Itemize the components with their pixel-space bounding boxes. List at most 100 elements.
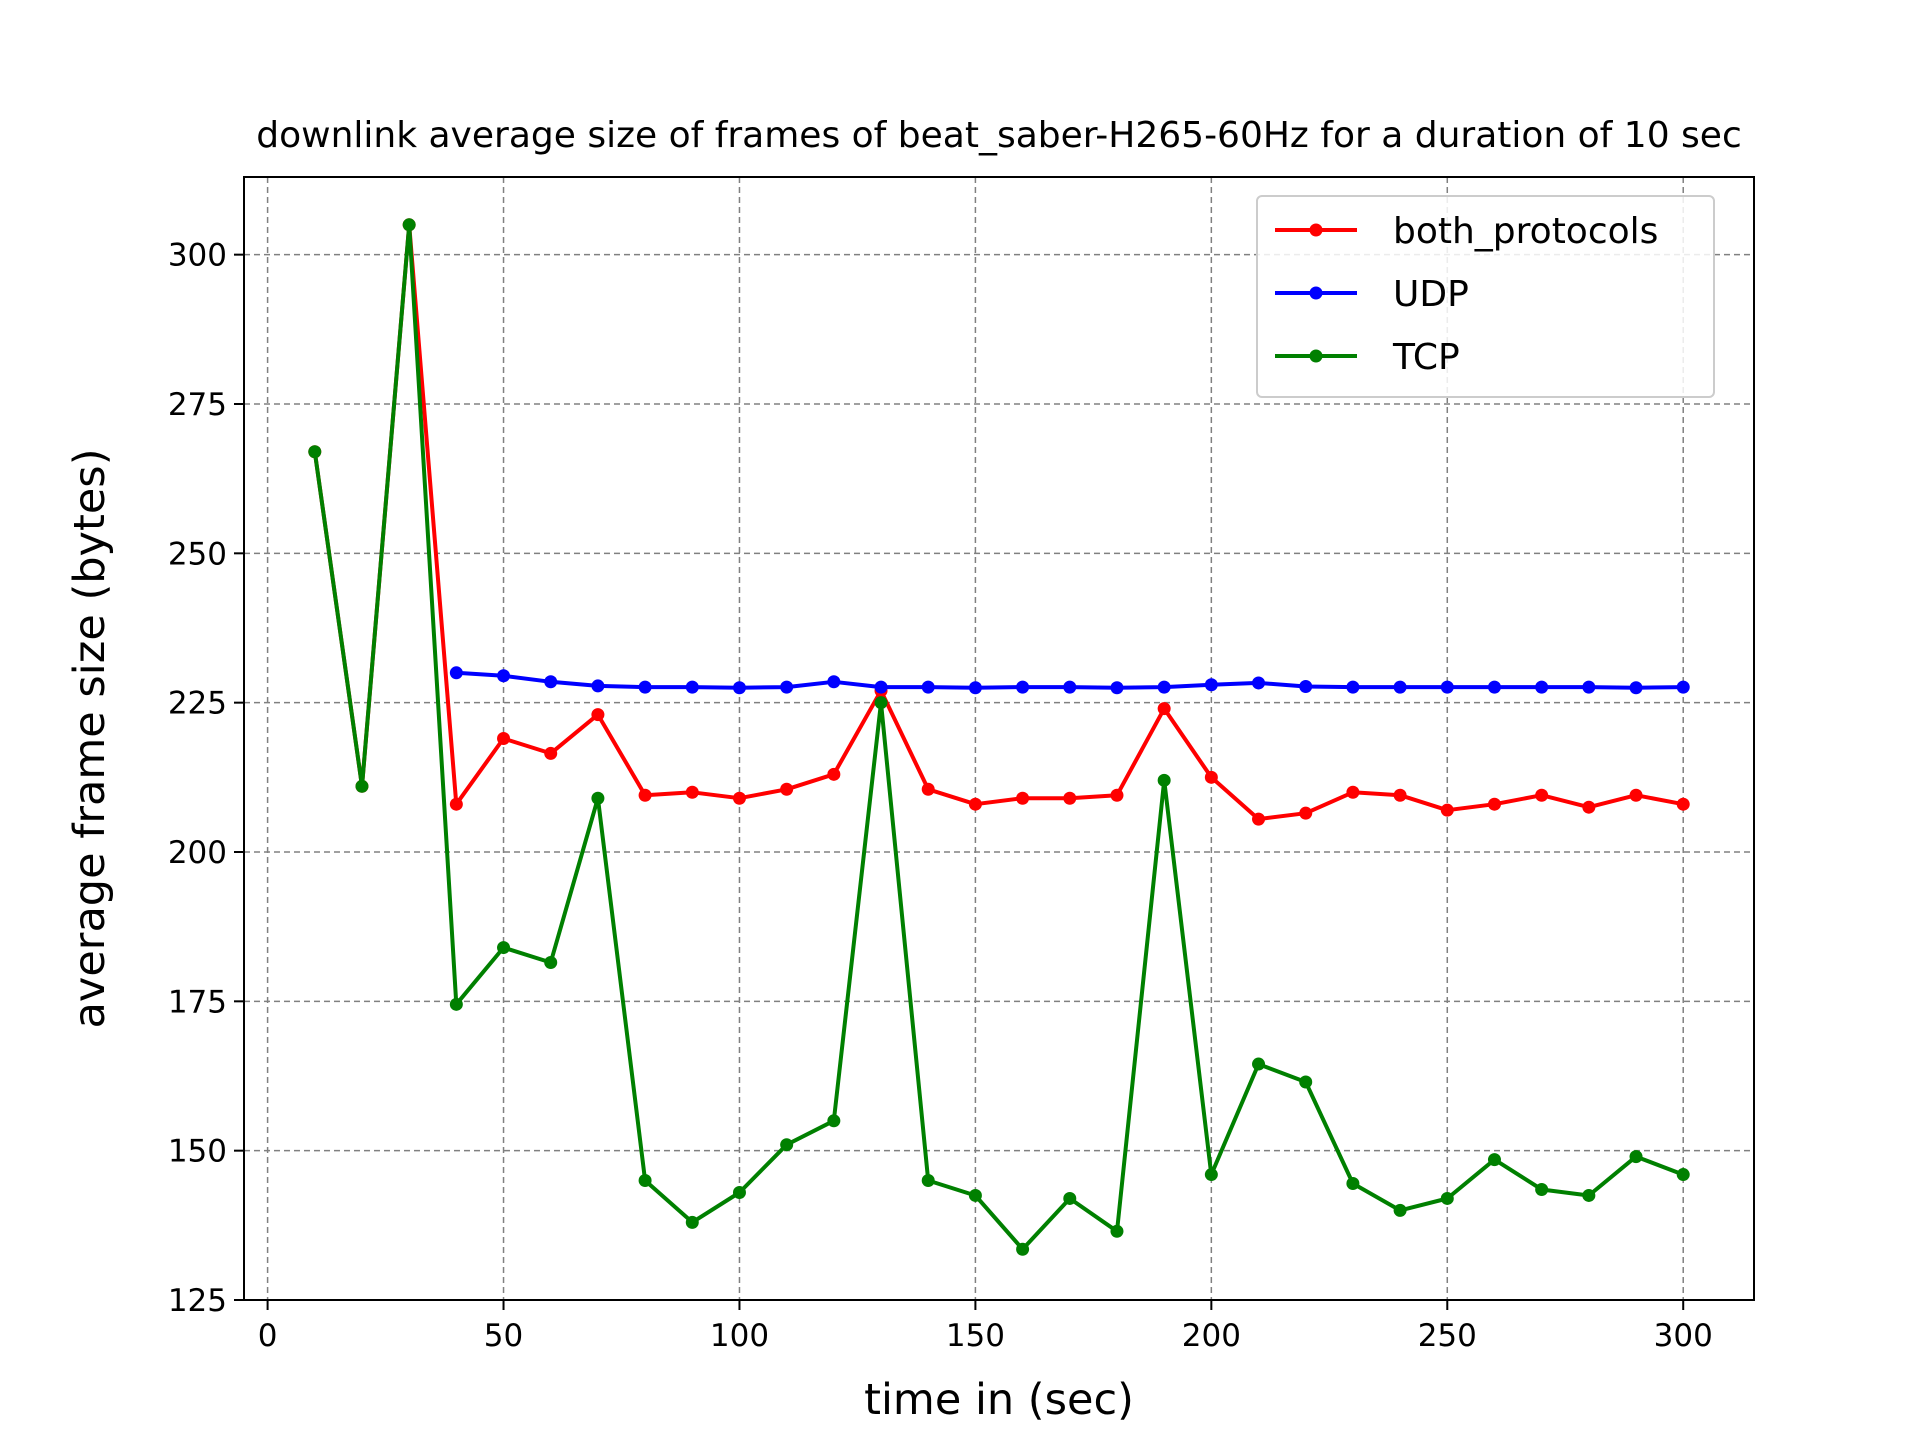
data-point-tcp — [449, 997, 463, 1011]
data-point-both-protocols — [1016, 791, 1030, 805]
data-point-tcp — [1535, 1182, 1549, 1196]
x-tick-label: 150 — [946, 1318, 1005, 1354]
data-point-udp — [1440, 680, 1454, 694]
data-point-tcp — [732, 1185, 746, 1199]
data-point-udp — [1204, 678, 1218, 692]
data-point-both-protocols — [1299, 806, 1313, 820]
series-lines — [308, 218, 1690, 1256]
x-tick-label: 100 — [710, 1318, 769, 1354]
data-point-udp — [1393, 680, 1407, 694]
data-point-both-protocols — [1110, 788, 1124, 802]
data-point-tcp — [827, 1114, 841, 1128]
data-point-udp — [685, 680, 699, 694]
axis-ticks: 0 50 100 150 200 250 300 125 150 175 200 225 250 275 3… — [168, 238, 1713, 1354]
data-point-tcp — [1063, 1191, 1077, 1205]
data-point-udp — [1535, 680, 1549, 694]
legend-marker-tcp — [1309, 349, 1323, 363]
data-point-udp — [1110, 681, 1124, 695]
x-tick-label: 300 — [1654, 1318, 1713, 1354]
data-point-both-protocols — [921, 782, 935, 796]
data-point-udp — [1016, 680, 1030, 694]
data-point-tcp — [1629, 1150, 1643, 1164]
legend: both_protocols UDP TCP — [1256, 195, 1715, 398]
data-point-tcp — [1393, 1203, 1407, 1217]
data-point-both-protocols — [638, 788, 652, 802]
data-point-udp — [1676, 680, 1690, 694]
data-point-tcp — [1440, 1191, 1454, 1205]
data-point-tcp — [1676, 1168, 1690, 1182]
data-point-udp — [544, 675, 558, 689]
data-point-both-protocols — [1487, 797, 1501, 811]
y-tick-label: 225 — [168, 686, 227, 722]
data-point-udp — [591, 679, 605, 693]
data-point-tcp — [544, 956, 558, 970]
data-point-tcp — [921, 1174, 935, 1188]
data-point-tcp — [1016, 1242, 1030, 1256]
data-point-tcp — [591, 791, 605, 805]
data-point-udp — [1346, 680, 1360, 694]
data-point-udp — [638, 680, 652, 694]
data-point-tcp — [497, 941, 511, 955]
legend-box — [1256, 195, 1715, 398]
data-point-both-protocols — [968, 797, 982, 811]
data-point-tcp — [968, 1188, 982, 1202]
data-point-both-protocols — [1582, 800, 1596, 814]
data-point-tcp — [780, 1138, 794, 1152]
y-axis-title: average frame size (bytes) — [65, 449, 115, 1029]
data-point-udp — [874, 680, 888, 694]
data-point-udp — [827, 675, 841, 689]
data-point-both-protocols — [449, 797, 463, 811]
data-point-both-protocols — [1676, 797, 1690, 811]
x-tick-label: 250 — [1418, 1318, 1477, 1354]
series-both-protocols — [308, 218, 1690, 826]
data-point-tcp — [1157, 773, 1171, 787]
data-point-both-protocols — [1393, 788, 1407, 802]
x-axis-title: time in (sec) — [864, 1375, 1134, 1425]
legend-label-tcp: TCP — [1392, 337, 1460, 378]
data-point-both-protocols — [780, 782, 794, 796]
data-point-udp — [1629, 681, 1643, 695]
data-point-both-protocols — [827, 767, 841, 781]
data-point-both-protocols — [1535, 788, 1549, 802]
y-tick-label: 150 — [168, 1134, 227, 1170]
y-tick-label: 200 — [168, 835, 227, 871]
x-tick-label: 0 — [258, 1318, 278, 1354]
data-point-tcp — [402, 218, 416, 232]
data-point-both-protocols — [591, 708, 605, 722]
data-point-both-protocols — [732, 791, 746, 805]
data-point-both-protocols — [544, 746, 558, 760]
data-point-both-protocols — [1346, 785, 1360, 799]
data-point-udp — [1299, 680, 1313, 694]
series-tcp — [308, 218, 1690, 1256]
data-point-udp — [1252, 676, 1266, 690]
y-tick-label: 300 — [168, 238, 227, 274]
data-point-udp — [921, 680, 935, 694]
data-point-both-protocols — [1440, 803, 1454, 817]
data-point-both-protocols — [685, 785, 699, 799]
data-point-both-protocols — [1063, 791, 1077, 805]
data-point-udp — [1063, 680, 1077, 694]
data-point-udp — [1582, 680, 1596, 694]
series-udp — [449, 666, 1690, 695]
data-point-tcp — [1110, 1224, 1124, 1238]
legend-label-both-protocols: both_protocols — [1393, 211, 1658, 252]
data-point-tcp — [1582, 1188, 1596, 1202]
data-point-tcp — [685, 1215, 699, 1229]
data-point-udp — [497, 669, 511, 683]
data-point-tcp — [1252, 1057, 1266, 1071]
data-point-tcp — [355, 779, 369, 793]
data-point-both-protocols — [1629, 788, 1643, 802]
y-tick-label: 175 — [168, 984, 227, 1020]
y-tick-label: 125 — [168, 1283, 227, 1319]
legend-marker-udp — [1309, 286, 1323, 300]
data-point-tcp — [638, 1174, 652, 1188]
data-point-udp — [968, 681, 982, 695]
chart-title: downlink average size of frames of beat_… — [256, 115, 1742, 156]
y-tick-label: 250 — [168, 536, 227, 572]
data-point-udp — [1487, 680, 1501, 694]
data-point-tcp — [1204, 1168, 1218, 1182]
x-tick-label: 50 — [484, 1318, 523, 1354]
plot-area-frame — [243, 176, 1755, 1301]
